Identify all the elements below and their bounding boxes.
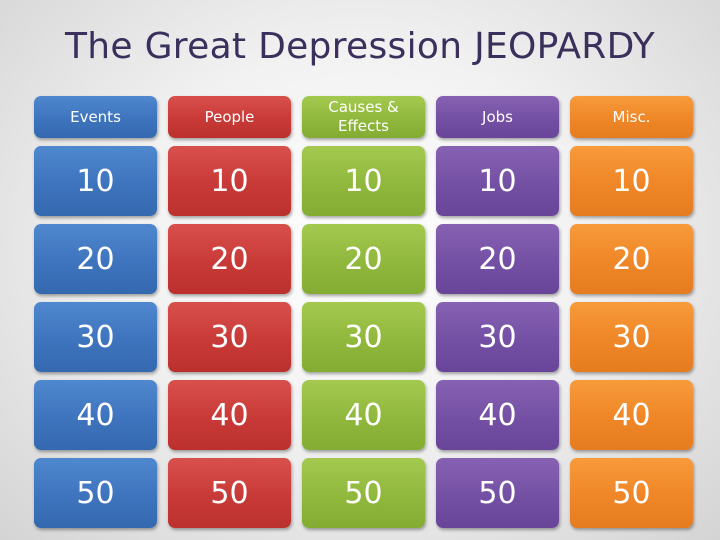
causes-effects-40-tile[interactable]: 40 [302,380,425,450]
jobs-30-tile[interactable]: 30 [436,302,559,372]
people-20-tile[interactable]: 20 [168,224,291,294]
events-20-tile[interactable]: 20 [34,224,157,294]
category-header-jobs: Jobs [436,96,559,138]
jobs-10-tile[interactable]: 10 [436,146,559,216]
causes-effects-50-tile[interactable]: 50 [302,458,425,528]
jeopardy-board: Events People Causes & Effects Jobs Misc… [34,96,693,528]
misc-30-tile[interactable]: 30 [570,302,693,372]
causes-effects-30-tile[interactable]: 30 [302,302,425,372]
causes-effects-20-tile[interactable]: 20 [302,224,425,294]
causes-effects-10-tile[interactable]: 10 [302,146,425,216]
category-header-misc: Misc. [570,96,693,138]
people-30-tile[interactable]: 30 [168,302,291,372]
misc-20-tile[interactable]: 20 [570,224,693,294]
people-40-tile[interactable]: 40 [168,380,291,450]
misc-40-tile[interactable]: 40 [570,380,693,450]
events-30-tile[interactable]: 30 [34,302,157,372]
misc-50-tile[interactable]: 50 [570,458,693,528]
jobs-40-tile[interactable]: 40 [436,380,559,450]
page-title: The Great Depression JEOPARDY [65,26,655,67]
category-header-causes-effects: Causes & Effects [302,96,425,138]
category-header-people: People [168,96,291,138]
events-40-tile[interactable]: 40 [34,380,157,450]
misc-10-tile[interactable]: 10 [570,146,693,216]
jobs-50-tile[interactable]: 50 [436,458,559,528]
jobs-20-tile[interactable]: 20 [436,224,559,294]
events-10-tile[interactable]: 10 [34,146,157,216]
people-50-tile[interactable]: 50 [168,458,291,528]
people-10-tile[interactable]: 10 [168,146,291,216]
events-50-tile[interactable]: 50 [34,458,157,528]
category-header-events: Events [34,96,157,138]
